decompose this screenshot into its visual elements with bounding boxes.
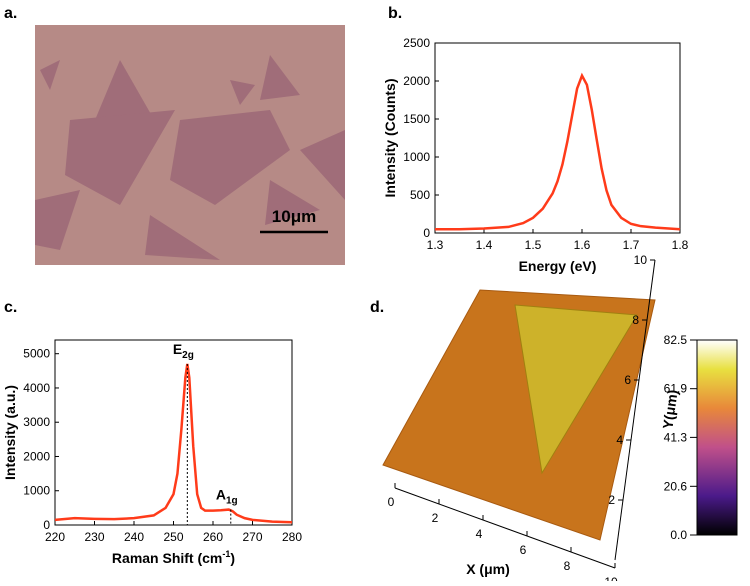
- y-tick-label: 2000: [23, 449, 50, 463]
- colorbar-tick-label: 82.5: [664, 333, 688, 347]
- panel-label: c.: [4, 299, 17, 316]
- x-tick-label: 220: [45, 530, 65, 544]
- panel-label: d.: [370, 299, 384, 316]
- colorbar-tick-label: 20.6: [664, 479, 688, 493]
- x-tick-label: 240: [124, 530, 144, 544]
- colorbar-tick-label: 61.9: [664, 382, 688, 396]
- x-tick-label: 8: [564, 559, 571, 573]
- x-tick-label: 4: [476, 527, 483, 541]
- y-tick-label: 4: [616, 433, 623, 447]
- afm-3d: X (μm) Y(μm): [382, 259, 738, 577]
- plot-frame: [54, 339, 293, 526]
- y-axis-label: Intensity (a.u.): [2, 385, 18, 480]
- y-tick-label: 10: [634, 253, 648, 267]
- x-tick-label: 230: [84, 530, 104, 544]
- x-tick-label: 10: [604, 575, 618, 581]
- y-tick-label: 8: [632, 313, 639, 327]
- y-tick-label: 5000: [23, 347, 50, 361]
- y-tick-label: 2: [608, 493, 615, 507]
- x-tick-label: 6: [520, 543, 527, 557]
- x-tick-label: 250: [163, 530, 183, 544]
- colorbar-tick-label: 0.0: [670, 528, 687, 542]
- line: [435, 72, 681, 231]
- colorbar-tick-label: 41.3: [664, 430, 688, 444]
- y-tick-label: 0: [43, 518, 50, 532]
- y-tick-label: 1000: [23, 484, 50, 498]
- x-axis-label: Energy (eV): [519, 258, 597, 274]
- panel-label: a.: [4, 5, 17, 22]
- micrograph: 10μm: [35, 25, 345, 265]
- y-axis-label: Y(μm): [659, 389, 680, 431]
- peak-label-sub: 2g: [182, 350, 194, 361]
- peak-label: E2g: [173, 341, 194, 361]
- y-tick-label: 2000: [403, 74, 430, 88]
- x-axis-label-end: ): [230, 550, 235, 566]
- y-axis-label: Intensity (Counts): [382, 79, 398, 198]
- x-axis-label-text: Raman Shift (cm: [112, 550, 222, 566]
- y-tick-label: 6: [624, 373, 631, 387]
- x-tick-label: 2: [432, 511, 439, 525]
- x-tick-label: 280: [282, 530, 302, 544]
- x-tick-label: 1.3: [427, 238, 444, 252]
- y-tick-label: 1500: [403, 112, 430, 126]
- panel-label: b.: [388, 5, 402, 22]
- x-axis-label-sup: -1: [222, 549, 230, 559]
- peak-label-main: A: [216, 487, 226, 503]
- peak-label-main: E: [173, 341, 182, 357]
- x-tick-label: 1.5: [525, 238, 542, 252]
- line: [54, 363, 293, 524]
- y-tick-label: 3000: [23, 415, 50, 429]
- peak-label-sub: 1g: [226, 496, 238, 507]
- x-axis-label: Raman Shift (cm-1): [112, 549, 235, 566]
- x-tick-label: 1.4: [476, 238, 493, 252]
- y-tick-label: 4000: [23, 381, 50, 395]
- x-tick-label: 1.7: [623, 238, 640, 252]
- x-tick-label: 270: [242, 530, 262, 544]
- x-tick-label: 1.6: [574, 238, 591, 252]
- x-tick-label: 260: [203, 530, 223, 544]
- y-tick-label: 1000: [403, 150, 430, 164]
- peak-label: A1g: [216, 487, 238, 507]
- y-tick-label: 0: [423, 226, 430, 240]
- scale-bar-label: 10μm: [272, 207, 316, 226]
- y-tick-label: 2500: [403, 36, 430, 50]
- x-tick-label: 0: [388, 495, 395, 509]
- x-axis-label: X (μm): [466, 561, 510, 577]
- x-tick-label: 1.8: [672, 238, 689, 252]
- plot-frame: [434, 42, 681, 234]
- y-tick-label: 500: [410, 188, 430, 202]
